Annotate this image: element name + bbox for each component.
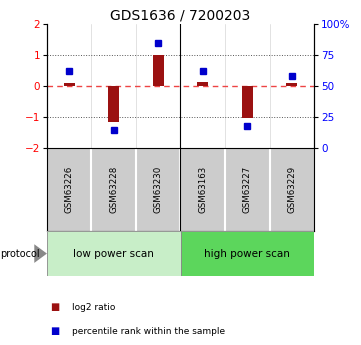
- Bar: [242, 86, 253, 118]
- Text: percentile rank within the sample: percentile rank within the sample: [72, 327, 225, 336]
- Text: high power scan: high power scan: [204, 249, 290, 258]
- Text: protocol: protocol: [0, 249, 40, 258]
- Bar: [64, 82, 75, 86]
- Bar: [286, 83, 297, 86]
- Text: GSM63227: GSM63227: [243, 166, 252, 213]
- Text: GSM63226: GSM63226: [65, 166, 74, 213]
- Bar: [180, 231, 314, 276]
- Bar: [108, 86, 119, 122]
- Text: GDS1636 / 7200203: GDS1636 / 7200203: [110, 9, 251, 23]
- Text: GSM63163: GSM63163: [198, 166, 207, 213]
- Text: ■: ■: [51, 302, 60, 312]
- Bar: [47, 231, 180, 276]
- Text: GSM63230: GSM63230: [154, 166, 163, 213]
- Text: low power scan: low power scan: [73, 249, 154, 258]
- Bar: [197, 81, 208, 86]
- Text: ■: ■: [51, 326, 60, 336]
- Text: GSM63229: GSM63229: [287, 166, 296, 213]
- Polygon shape: [34, 244, 47, 263]
- Text: log2 ratio: log2 ratio: [72, 303, 116, 312]
- Bar: [153, 55, 164, 86]
- Text: GSM63228: GSM63228: [109, 166, 118, 213]
